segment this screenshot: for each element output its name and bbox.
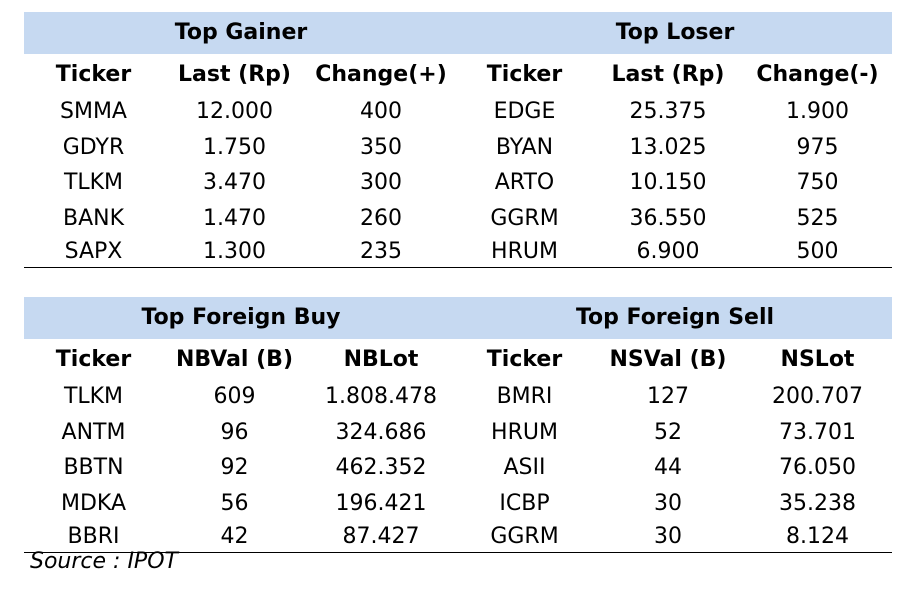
table-cell: 324.686 [335, 419, 427, 445]
table-cell: TLKM [63, 384, 124, 410]
table-cell: 3.470 [203, 170, 266, 196]
table-cell: 609 [213, 384, 256, 410]
top-gainer-title: Top Gainer [174, 20, 308, 45]
table-cell: ICBP [499, 490, 550, 516]
table-cell: EDGE [493, 99, 556, 125]
top-foreign-buy-title: Top Foreign Buy [141, 305, 341, 330]
table-cell: 1.900 [786, 99, 849, 125]
table-header-row: Ticker Last (Rp) Change(+) Ticker Last (… [24, 54, 892, 94]
column-header: Last (Rp) [178, 61, 291, 87]
table-cell: SAPX [24, 236, 163, 268]
foreign-table: Ticker NBVal (B) NBLot Ticker NSVal (B) … [24, 339, 892, 553]
column-header: NSLot [780, 346, 855, 372]
column-header: NBVal (B) [175, 346, 294, 372]
table-cell: 12.000 [196, 99, 273, 125]
gainer-loser-section: Top Gainer Top Loser Ticker Last (Rp) Ch… [24, 12, 892, 268]
gainer-loser-table: Ticker Last (Rp) Change(+) Ticker Last (… [24, 54, 892, 268]
table-cell: BBRI [24, 521, 163, 553]
table-cell: 42 [163, 521, 306, 553]
column-header: NSVal (B) [609, 346, 727, 372]
table-cell: 400 [360, 99, 402, 125]
table-cell: 76.050 [779, 455, 856, 481]
table-cell: 87.427 [306, 521, 456, 553]
table-cell: 36.550 [629, 205, 707, 231]
table-cell: 462.352 [335, 455, 427, 481]
table-cell: 350 [360, 134, 402, 160]
table-cell: 30 [654, 490, 682, 516]
foreign-section: Top Foreign Buy Top Foreign Sell Ticker … [24, 297, 892, 553]
table-cell: 200.707 [772, 384, 863, 410]
table-cell: 235 [306, 236, 456, 268]
gainer-loser-title-bar: Top Gainer Top Loser [24, 12, 892, 54]
column-header: Ticker [486, 61, 563, 87]
table-cell: 1.808.478 [325, 384, 437, 410]
table-cell: ANTM [61, 419, 126, 445]
column-header: Ticker [55, 346, 132, 372]
table-row: TLKM 3.470 300 ARTO 10.150 750 [24, 165, 892, 201]
column-header: Change(-) [756, 61, 879, 87]
table-row: BBTN 92 462.352 ASII 44 76.050 [24, 450, 892, 486]
table-cell: 52 [654, 419, 682, 445]
column-header: Last (Rp) [611, 61, 725, 87]
table-cell: SMMA [60, 99, 127, 125]
table-cell: 1.470 [203, 205, 266, 231]
table-cell: ASII [503, 455, 546, 481]
table-cell: 260 [360, 205, 402, 231]
table-cell: ARTO [494, 170, 555, 196]
table-cell: HRUM [491, 419, 558, 445]
table-cell: BMRI [496, 384, 553, 410]
table-row: ANTM 96 324.686 HRUM 52 73.701 [24, 415, 892, 451]
table-row: TLKM 609 1.808.478 BMRI 127 200.707 [24, 379, 892, 415]
table-cell: 300 [360, 170, 402, 196]
table-cell: TLKM [63, 170, 124, 196]
table-row: GDYR 1.750 350 BYAN 13.025 975 [24, 130, 892, 166]
table-cell: 500 [743, 236, 892, 268]
top-foreign-sell-title: Top Foreign Sell [575, 305, 775, 330]
table-row: MDKA 56 196.421 ICBP 30 35.238 [24, 486, 892, 522]
source-caption: Source : IPOT [30, 549, 178, 574]
table-header-row: Ticker NBVal (B) NBLot Ticker NSVal (B) … [24, 339, 892, 379]
foreign-title-bar: Top Foreign Buy Top Foreign Sell [24, 297, 892, 339]
column-header: Change(+) [315, 61, 447, 87]
table-cell: 96 [220, 419, 249, 445]
table-cell: 8.124 [743, 521, 892, 553]
table-cell: BANK [62, 205, 125, 231]
table-cell: 1.750 [203, 134, 266, 160]
top-loser-title: Top Loser [615, 20, 735, 45]
column-header: Ticker [55, 61, 132, 87]
column-header: Ticker [486, 346, 563, 372]
table-cell: 13.025 [629, 134, 707, 160]
table-cell: GGRM [490, 205, 559, 231]
table-cell: 10.150 [629, 170, 707, 196]
table-cell: BBTN [63, 455, 124, 481]
table-cell: HRUM [456, 236, 593, 268]
table-cell: 44 [654, 455, 682, 481]
table-cell: 975 [796, 134, 839, 160]
column-header: NBLot [343, 346, 419, 372]
table-cell: 525 [796, 205, 839, 231]
table-cell: 127 [647, 384, 689, 410]
table-cell: 6.900 [593, 236, 743, 268]
table-cell: 1.300 [163, 236, 306, 268]
table-row: BBRI 42 87.427 GGRM 30 8.124 [24, 521, 892, 553]
table-cell: 73.701 [779, 419, 856, 445]
table-row: SAPX 1.300 235 HRUM 6.900 500 [24, 236, 892, 268]
table-cell: 25.375 [629, 99, 707, 125]
table-row: SMMA 12.000 400 EDGE 25.375 1.900 [24, 94, 892, 130]
table-cell: BYAN [495, 134, 554, 160]
table-cell: 30 [593, 521, 743, 553]
table-cell: GDYR [62, 134, 125, 160]
table-cell: 56 [220, 490, 249, 516]
table-cell: 92 [220, 455, 249, 481]
table-cell: GGRM [456, 521, 593, 553]
table-cell: MDKA [60, 490, 126, 516]
table-cell: 196.421 [335, 490, 427, 516]
table-cell: 35.238 [779, 490, 856, 516]
table-cell: 750 [796, 170, 839, 196]
table-row: BANK 1.470 260 GGRM 36.550 525 [24, 201, 892, 237]
